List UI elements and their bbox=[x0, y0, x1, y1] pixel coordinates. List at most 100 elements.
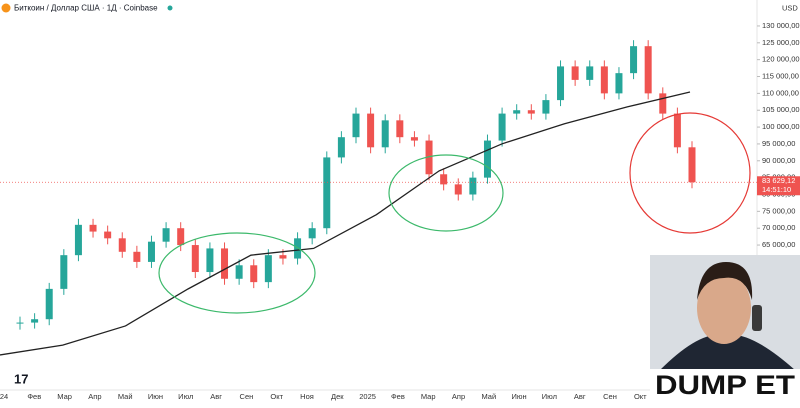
highlight-circle bbox=[629, 112, 751, 234]
candle bbox=[557, 66, 565, 101]
x-tick-label: Июл bbox=[542, 392, 557, 401]
x-tick-label: Июл bbox=[178, 392, 193, 401]
y-tick-label: 120 000,00 bbox=[762, 55, 800, 64]
candle bbox=[396, 120, 404, 138]
y-tick-label: 95 000,00 bbox=[762, 139, 795, 148]
candle bbox=[425, 140, 433, 175]
candle bbox=[410, 137, 418, 141]
currency: USD bbox=[782, 3, 798, 12]
candle bbox=[323, 157, 331, 229]
candle bbox=[221, 248, 229, 279]
current-price-label: 83 629,12 bbox=[762, 176, 795, 185]
x-tick-label: Мар bbox=[421, 392, 436, 401]
candle bbox=[31, 319, 39, 323]
y-tick-label: 70 000,00 bbox=[762, 223, 795, 232]
candle bbox=[571, 66, 579, 80]
x-tick-label: Июн bbox=[512, 392, 527, 401]
price-badge bbox=[757, 176, 800, 196]
x-tick-label: Май bbox=[118, 392, 133, 401]
candle bbox=[191, 245, 199, 273]
x-tick-label: Дек bbox=[331, 392, 344, 401]
x-tick-label: Май bbox=[481, 392, 496, 401]
status-dot bbox=[167, 5, 173, 11]
x-tick-label: Окт bbox=[270, 392, 283, 401]
x-tick-label: Сен bbox=[240, 392, 254, 401]
candle bbox=[104, 231, 112, 239]
meme: DUMP ET bbox=[650, 255, 800, 403]
meme-caption: DUMP ET bbox=[655, 370, 796, 400]
candle bbox=[454, 184, 462, 195]
candle bbox=[337, 137, 345, 158]
coin-icon bbox=[1, 3, 11, 13]
face bbox=[697, 272, 751, 344]
candle bbox=[673, 113, 681, 148]
candle bbox=[381, 120, 389, 148]
logo: 17 bbox=[14, 371, 28, 386]
candle bbox=[45, 288, 53, 320]
candle bbox=[162, 228, 170, 242]
x-tick-label: Мар bbox=[57, 392, 72, 401]
candle bbox=[16, 322, 24, 324]
candle bbox=[527, 110, 535, 114]
y-tick-label: 125 000,00 bbox=[762, 38, 800, 47]
y-tick-label: 105 000,00 bbox=[762, 105, 800, 114]
x-tick-label: Авг bbox=[210, 392, 222, 401]
candle bbox=[498, 113, 506, 141]
x-tick-label: Апр bbox=[452, 392, 465, 401]
y-tick-label: 110 000,00 bbox=[762, 88, 799, 97]
candle bbox=[60, 255, 68, 289]
candle bbox=[352, 113, 360, 138]
x-tick-label: 2025 bbox=[359, 392, 376, 401]
candle bbox=[367, 113, 375, 148]
candle bbox=[264, 255, 272, 283]
candle bbox=[630, 46, 638, 74]
candle bbox=[513, 110, 521, 114]
y-tick-label: 115 000,00 bbox=[762, 72, 799, 81]
candle bbox=[440, 174, 448, 185]
candle bbox=[74, 224, 82, 256]
candle bbox=[279, 255, 287, 259]
highlight-ellipse bbox=[388, 154, 504, 232]
chart-title: Биткоин / Доллар США · 1Д · Coinbase bbox=[14, 4, 158, 13]
candle bbox=[89, 224, 97, 232]
candle bbox=[250, 265, 258, 283]
x-tick-label: Окт bbox=[634, 392, 647, 401]
x-tick-label: Авг bbox=[574, 392, 586, 401]
candle bbox=[586, 66, 594, 80]
x-tick-label: Фев bbox=[27, 392, 41, 401]
candle bbox=[688, 147, 696, 183]
highlight-ellipse bbox=[158, 232, 316, 314]
x-tick-label: Ноя bbox=[300, 392, 314, 401]
candle bbox=[133, 251, 141, 262]
caption-bar bbox=[650, 369, 800, 403]
candle bbox=[600, 66, 608, 94]
x-tick-label: Апр bbox=[88, 392, 101, 401]
candle bbox=[615, 73, 623, 94]
y-tick-label: 130 000,00 bbox=[762, 21, 800, 30]
candle bbox=[659, 93, 667, 114]
candle bbox=[235, 265, 243, 279]
y-tick-label: 90 000,00 bbox=[762, 156, 795, 165]
candle bbox=[177, 228, 185, 246]
hair bbox=[697, 262, 753, 300]
candle bbox=[644, 46, 652, 94]
y-tick-label: 65 000,00 bbox=[762, 240, 795, 249]
x-tick-label: 24 bbox=[0, 392, 8, 401]
candle bbox=[308, 228, 316, 239]
moving-average bbox=[0, 91, 691, 356]
x-tick-label: Фев bbox=[391, 392, 405, 401]
candle bbox=[542, 100, 550, 114]
candle bbox=[118, 238, 126, 252]
x-tick-label: Июн bbox=[148, 392, 163, 401]
y-tick-label: 75 000,00 bbox=[762, 206, 795, 215]
candle bbox=[469, 177, 477, 195]
suit bbox=[660, 334, 795, 370]
candle bbox=[147, 241, 155, 262]
candle bbox=[483, 140, 491, 178]
candle bbox=[206, 248, 214, 273]
phone bbox=[752, 305, 762, 331]
y-tick-label: 100 000,00 bbox=[762, 122, 800, 131]
x-tick-label: Сен bbox=[603, 392, 617, 401]
countdown: 14:51:10 bbox=[762, 185, 791, 194]
